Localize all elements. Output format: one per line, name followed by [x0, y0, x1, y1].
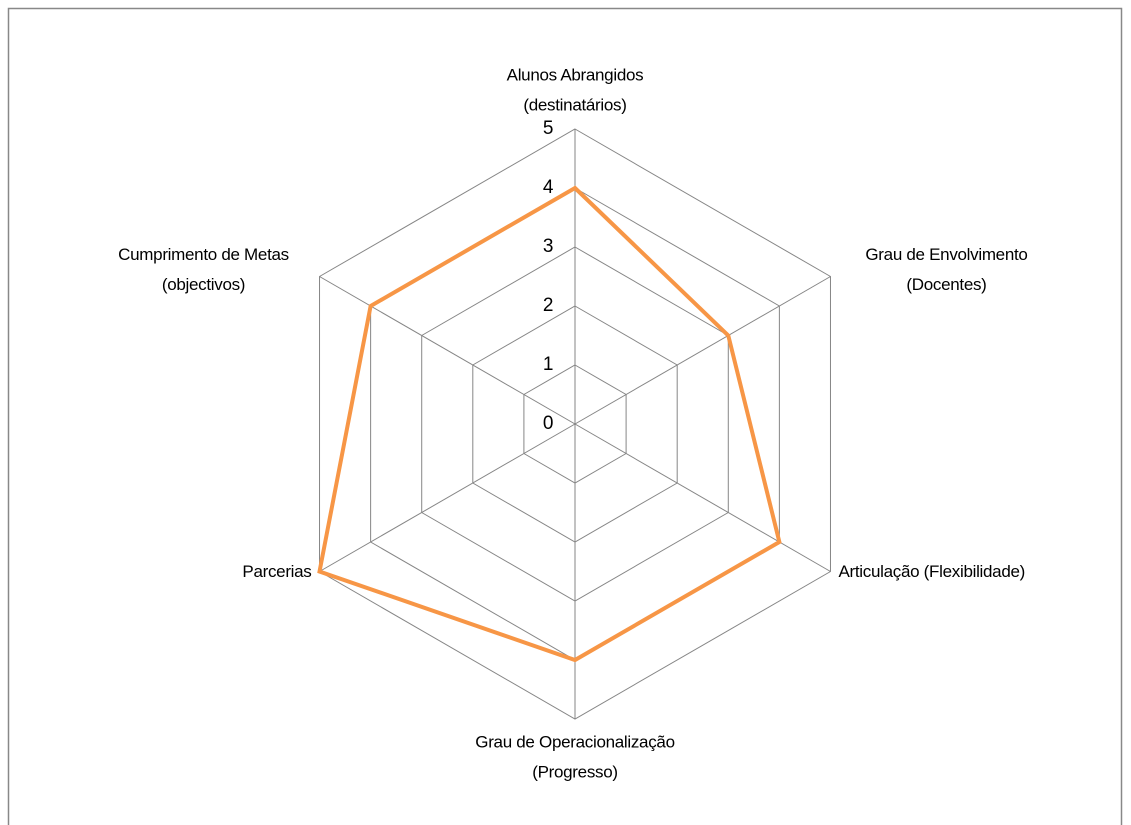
spoke [574, 276, 831, 425]
r-tick-label: 3 [543, 236, 553, 257]
r-tick-label: 5 [543, 118, 553, 139]
axis-label: Articulação (Flexibilidade) [838, 562, 1025, 581]
axis-label: Cumprimento de Metas [118, 245, 289, 264]
r-tick-label: 1 [543, 354, 553, 375]
axis-label: Grau de Envolvimento [865, 245, 1027, 264]
chart-frame [7, 7, 1123, 825]
spoke [319, 276, 576, 425]
axis-label: (Docentes) [906, 275, 986, 294]
axis-label: Grau de Operacionalização [475, 732, 674, 751]
axis-label: (objectivos) [162, 275, 245, 294]
axis-label: Alunos Abrangidos [507, 65, 644, 84]
r-tick-label: 4 [543, 177, 554, 198]
axis-label: (destinatários) [523, 95, 626, 114]
axis-label: (Progresso) [532, 762, 618, 781]
r-tick-label: 0 [543, 413, 553, 434]
r-tick-label: 2 [543, 295, 553, 316]
spoke [319, 423, 576, 572]
spoke [574, 423, 831, 572]
series-line [317, 185, 782, 663]
axis-label: Parcerias [242, 562, 311, 581]
